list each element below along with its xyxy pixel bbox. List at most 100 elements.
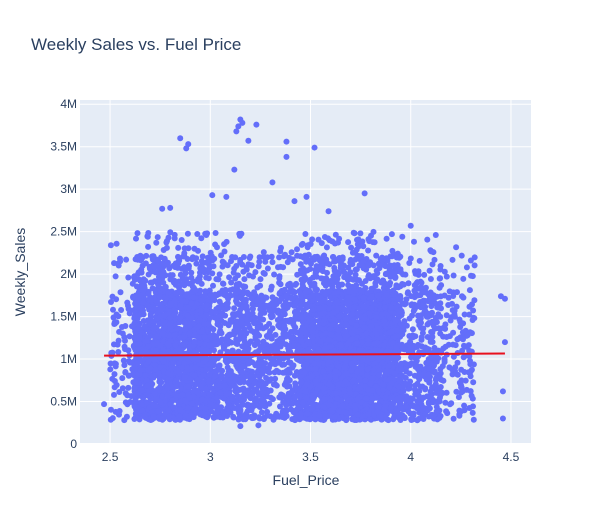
scatter-point: [142, 260, 149, 267]
scatter-point: [198, 235, 205, 242]
scatter-point: [275, 264, 281, 271]
scatter-point: [336, 235, 343, 242]
scatter-point: [446, 288, 453, 295]
scatter-point: [193, 260, 200, 267]
scatter-point: [466, 311, 473, 318]
scatter-point: [120, 357, 127, 364]
scatter-point: [167, 229, 174, 236]
scatter-point: [437, 275, 444, 282]
scatter-point: [284, 383, 291, 390]
scatter-point: [258, 409, 265, 416]
scatter-point: [443, 312, 450, 319]
scatter-point: [343, 321, 350, 328]
scatter-point: [111, 371, 118, 378]
scatter-point: [284, 259, 291, 266]
scatter-point: [466, 405, 473, 411]
scatter-point: [150, 253, 157, 260]
scatter-point: [277, 281, 284, 288]
scatter-point: [431, 295, 438, 302]
scatter-point: [197, 307, 204, 314]
scatter-point: [246, 255, 253, 261]
scatter-point: [155, 387, 162, 394]
scatter-point: [414, 303, 420, 310]
scatter-point: [175, 244, 182, 251]
scatter-point: [450, 353, 457, 360]
scatter-point: [312, 365, 319, 372]
scatter-point: [315, 402, 321, 409]
scatter-point: [449, 256, 456, 263]
scatter-point: [266, 307, 273, 314]
scatter-point: [111, 391, 117, 398]
scatter-point: [221, 248, 228, 255]
scatter-point: [383, 235, 390, 242]
scatter-point: [406, 260, 413, 266]
scatter-point: [264, 265, 271, 272]
scatter-point: [311, 254, 318, 260]
scatter-point: [444, 410, 451, 417]
scatter-point: [198, 258, 205, 265]
scatter-point: [226, 274, 233, 281]
scatter-point: [255, 263, 262, 270]
scatter-point: [272, 375, 279, 382]
scatter-point: [121, 343, 128, 350]
scatter-point: [461, 311, 468, 318]
scatter-point: [255, 338, 261, 345]
scatter-point: [449, 300, 455, 307]
scatter-point: [411, 372, 418, 379]
scatter-point: [410, 308, 417, 314]
scatter-point: [268, 394, 274, 401]
scatter-point: [309, 236, 316, 243]
scatter-point: [144, 233, 151, 240]
scatter-point: [471, 262, 478, 269]
scatter-point: [186, 320, 193, 327]
scatter-point: [288, 329, 294, 335]
scatter-point: [152, 269, 159, 276]
scatter-point: [420, 394, 427, 401]
scatter-point: [127, 307, 134, 314]
scatter-point: [166, 332, 173, 339]
scatter-point: [215, 304, 222, 311]
scatter-point: [294, 246, 300, 253]
scatter-point: [218, 372, 225, 379]
scatter-point: [461, 342, 467, 349]
scatter-point: [229, 347, 236, 354]
scatter-point: [181, 245, 188, 252]
scatter-point: [411, 238, 417, 245]
scatter-point: [226, 338, 232, 345]
scatter-point: [150, 341, 157, 348]
scatter-point: [470, 416, 477, 423]
scatter-point: [273, 367, 280, 374]
scatter-point: [108, 299, 114, 305]
scatter-point: [302, 231, 309, 237]
scatter-point: [291, 302, 298, 309]
scatter-point: [421, 271, 428, 278]
scatter-point: [210, 282, 216, 289]
scatter-point: [211, 347, 217, 354]
scatter-point: [389, 247, 396, 254]
scatter-point: [292, 281, 299, 288]
scatter-point: [453, 388, 460, 395]
scatter-point: [461, 402, 468, 409]
scatter-point: [464, 332, 471, 339]
scatter-point: [115, 349, 122, 355]
scatter-point: [235, 348, 242, 355]
scatter-point: [437, 293, 444, 300]
scatter-point: [108, 406, 114, 413]
scatter-point: [437, 330, 444, 337]
scatter-point: [442, 321, 449, 328]
scatter-point: [107, 366, 114, 373]
scatter-point: [179, 391, 186, 398]
scatter-point: [118, 307, 125, 313]
scatter-point: [418, 334, 425, 341]
scatter-point: [406, 381, 413, 388]
scatter-point: [228, 258, 234, 265]
scatter-point: [349, 249, 356, 256]
scatter-point: [117, 289, 124, 296]
scatter-point: [205, 275, 212, 282]
scatter-point: [430, 249, 437, 256]
scatter-point: [339, 254, 346, 261]
scatter-point: [191, 245, 198, 252]
scatter-point: [454, 359, 461, 366]
scatter-point: [133, 235, 139, 242]
